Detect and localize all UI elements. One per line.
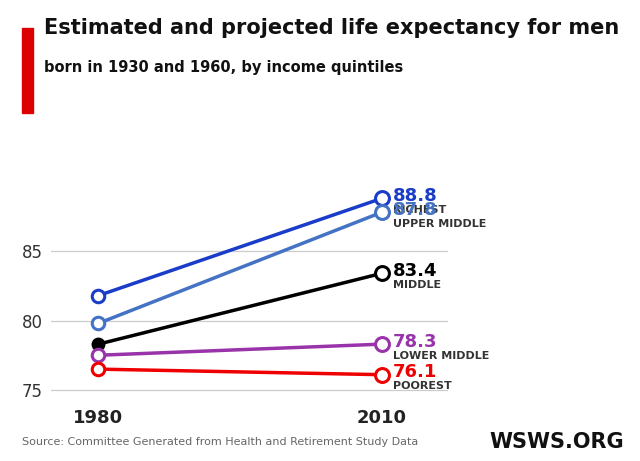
Text: Estimated and projected life expectancy for men: Estimated and projected life expectancy … [44,18,619,38]
Text: 76.1: 76.1 [393,363,438,381]
Text: Source: Committee Generated from Health and Retirement Study Data: Source: Committee Generated from Health … [22,437,419,447]
Text: 87.8: 87.8 [393,201,438,219]
Text: 78.3: 78.3 [393,333,438,351]
Text: 83.4: 83.4 [393,262,438,280]
Text: LOWER MIDDLE: LOWER MIDDLE [393,350,490,361]
Text: POOREST: POOREST [393,381,452,391]
Text: WSWS.ORG: WSWS.ORG [490,432,624,452]
Text: RICHEST: RICHEST [393,205,447,215]
Text: born in 1930 and 1960, by income quintiles: born in 1930 and 1960, by income quintil… [44,60,403,75]
Text: UPPER MIDDLE: UPPER MIDDLE [393,219,486,229]
Text: 88.8: 88.8 [393,187,438,205]
Text: MIDDLE: MIDDLE [393,280,442,290]
